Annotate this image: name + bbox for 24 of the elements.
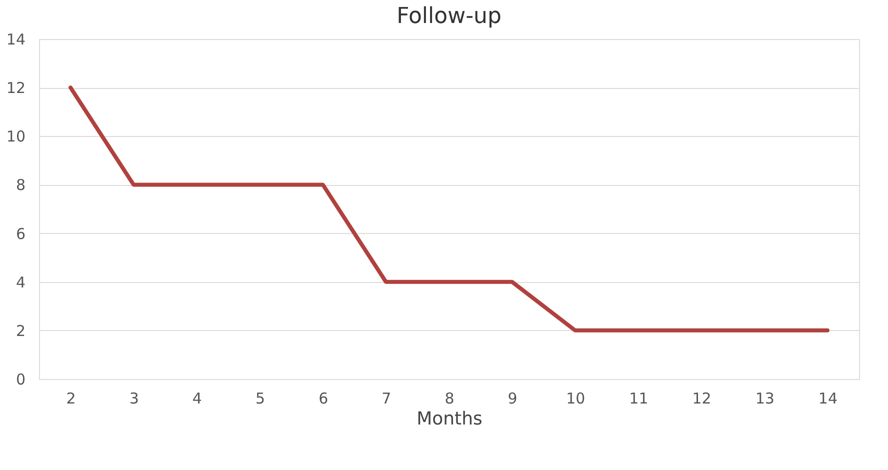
x-tick-label: 11: [629, 390, 648, 408]
x-tick-label: 10: [566, 390, 586, 408]
y-tick-label: 14: [6, 30, 26, 48]
y-tick-label: 0: [16, 370, 26, 388]
x-tick-label: 12: [692, 390, 712, 408]
x-tick-label: 9: [508, 390, 518, 408]
y-tick-label: 12: [6, 79, 26, 98]
y-tick-label: 8: [16, 176, 26, 194]
x-tick-label: 14: [818, 390, 838, 408]
x-tick-label: 8: [444, 390, 454, 408]
x-tick-label: 5: [255, 390, 266, 408]
x-tick-label: 13: [755, 390, 774, 408]
y-tick-label: 6: [16, 224, 26, 243]
x-tick-label: 2: [66, 390, 76, 408]
line-series: [68, 86, 830, 332]
chart-title: Follow-up: [396, 4, 502, 29]
y-tick-label: 4: [16, 273, 26, 292]
x-tick-label: 6: [318, 390, 328, 408]
x-tick-label: 4: [192, 390, 202, 408]
y-tick-label: 10: [6, 128, 26, 146]
x-tick-label: 3: [129, 390, 139, 408]
x-axis-title: Months: [416, 408, 482, 430]
y-tick-label: 2: [16, 322, 26, 340]
x-tick-label: 7: [382, 390, 392, 408]
